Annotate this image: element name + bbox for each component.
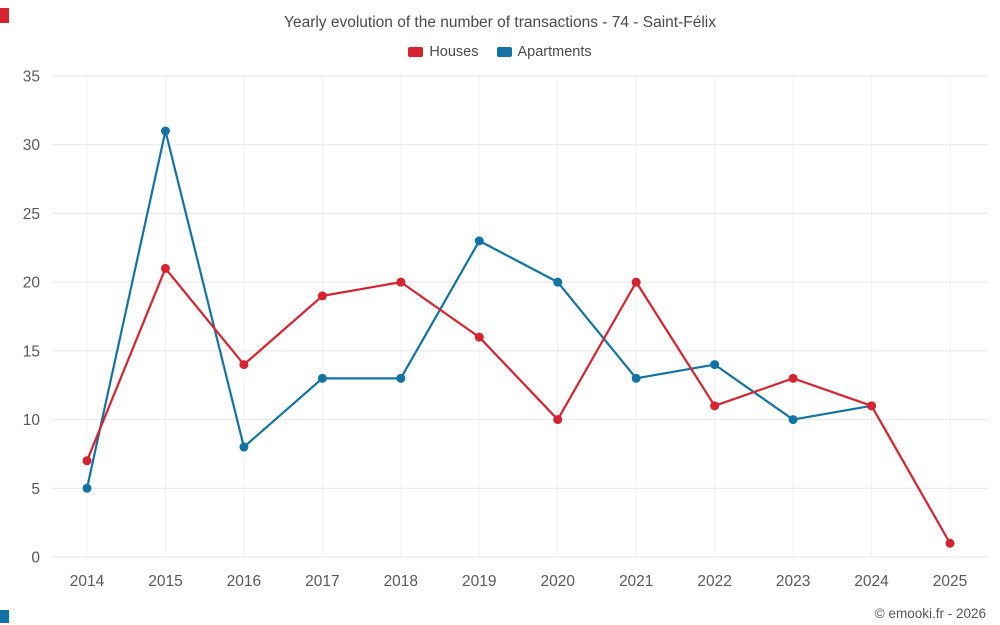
data-point-apartments bbox=[82, 483, 92, 493]
data-point-apartments bbox=[396, 373, 406, 383]
data-point-houses bbox=[710, 401, 720, 411]
data-point-apartments bbox=[631, 373, 641, 383]
data-point-houses bbox=[317, 291, 327, 301]
chart-title: Yearly evolution of the number of transa… bbox=[284, 14, 716, 31]
y-axis-tick-label: 5 bbox=[31, 481, 40, 498]
data-point-houses bbox=[631, 277, 641, 287]
legend-swatch bbox=[496, 47, 512, 57]
legend-item-apartments[interactable]: Apartments bbox=[496, 44, 592, 60]
x-axis-tick-label: 2025 bbox=[933, 573, 967, 590]
y-axis-tick-label: 0 bbox=[31, 550, 40, 567]
data-point-houses bbox=[82, 456, 92, 466]
y-axis-tick-label: 20 bbox=[23, 275, 41, 292]
data-point-houses bbox=[474, 332, 484, 342]
data-point-apartments bbox=[474, 236, 484, 246]
x-axis-tick-label: 2016 bbox=[227, 573, 261, 590]
legend-item-houses[interactable]: Houses bbox=[408, 44, 479, 60]
x-axis-tick-label: 2017 bbox=[305, 573, 339, 590]
series-line-houses bbox=[85, 267, 952, 545]
data-point-houses bbox=[945, 538, 955, 548]
data-point-houses bbox=[396, 277, 406, 287]
legend-swatch bbox=[408, 47, 424, 57]
y-axis-tick-label: 30 bbox=[23, 137, 41, 154]
data-point-houses bbox=[867, 401, 877, 411]
x-axis-tick-label: 2022 bbox=[697, 573, 731, 590]
data-point-houses bbox=[160, 263, 170, 273]
data-point-houses bbox=[788, 373, 798, 383]
y-axis-tick-label: 15 bbox=[23, 343, 40, 360]
copyright-attribution: © emooki.fr - 2026 bbox=[874, 606, 986, 621]
x-axis-tick-label: 2024 bbox=[854, 573, 889, 590]
data-point-houses bbox=[239, 360, 249, 370]
y-axis-tick-label: 25 bbox=[23, 206, 40, 223]
x-axis-tick-label: 2014 bbox=[70, 573, 105, 590]
legend-label: Apartments bbox=[517, 44, 592, 60]
data-point-apartments bbox=[553, 277, 563, 287]
data-point-apartments bbox=[160, 126, 170, 136]
legend: Houses Apartments bbox=[0, 44, 1000, 60]
x-axis-tick-label: 2021 bbox=[619, 573, 653, 590]
x-axis-tick-label: 2023 bbox=[776, 573, 810, 590]
data-point-apartments bbox=[710, 360, 720, 370]
data-point-apartments bbox=[317, 373, 327, 383]
legend-label: Houses bbox=[429, 44, 479, 60]
y-axis-tick-label: 10 bbox=[23, 412, 41, 429]
y-axis-tick-label: 35 bbox=[23, 70, 40, 86]
bottom-left-accent bbox=[0, 610, 9, 623]
top-left-accent bbox=[0, 8, 9, 23]
x-axis-tick-label: 2018 bbox=[384, 573, 418, 590]
data-point-houses bbox=[553, 415, 563, 425]
x-axis-tick-label: 2015 bbox=[148, 573, 182, 590]
data-point-apartments bbox=[239, 442, 249, 452]
data-point-apartments bbox=[788, 415, 798, 425]
x-axis-tick-label: 2020 bbox=[540, 573, 575, 590]
x-axis-tick-label: 2019 bbox=[462, 573, 496, 590]
